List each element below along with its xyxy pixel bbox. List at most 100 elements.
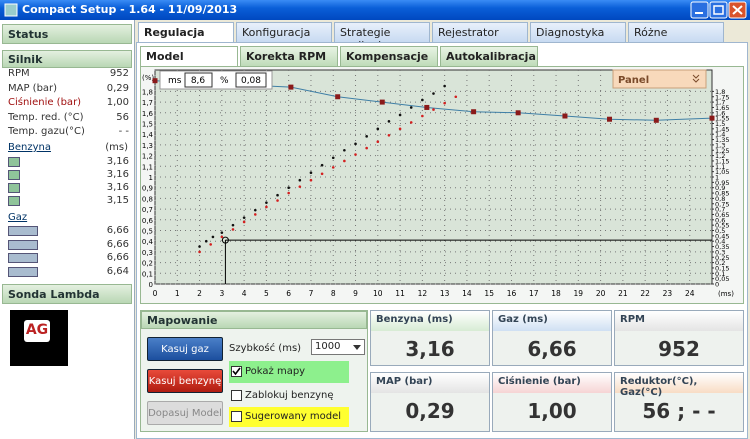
series-dot: [276, 193, 279, 197]
petrol-value: 3,15: [106, 195, 129, 206]
status-header[interactable]: Status: [2, 24, 132, 44]
y2-tick-label: 0,9: [715, 184, 725, 192]
series-dot: [276, 199, 279, 202]
checkbox[interactable]: [231, 390, 242, 401]
tile-label: Reduktor(°C), Gaz(°C): [615, 373, 743, 398]
window-controls[interactable]: [690, 1, 748, 19]
ms-box: [184, 72, 213, 88]
y2-tick-label: 0,95: [715, 179, 729, 187]
subtab[interactable]: Model: [140, 46, 238, 66]
suggested-option[interactable]: Sugerowany model: [229, 407, 349, 427]
y2-tick-label: 1,7: [715, 99, 725, 107]
series-marker: [288, 84, 294, 90]
show-maps-label: Pokaż mapy: [245, 366, 306, 377]
series-dot: [343, 159, 346, 163]
y2-tick-label: 0,8: [715, 195, 725, 203]
show-maps-option[interactable]: Pokaż mapy: [229, 361, 349, 383]
lock-petrol-option[interactable]: Zablokuj benzynę: [229, 386, 349, 406]
reset-petrol-button[interactable]: Kasuj benzynę: [147, 369, 223, 393]
y-tick-label: 1,7: [142, 99, 153, 107]
series-dot: [398, 113, 402, 117]
series-marker: [335, 94, 341, 100]
y2-tick-label: 0,65: [715, 211, 729, 219]
tab[interactable]: Strategie zasilania: [334, 22, 430, 52]
tab[interactable]: Regulacja: [138, 22, 234, 43]
x-tick-label: 11: [395, 289, 405, 298]
series-marker: [562, 113, 568, 119]
tile-label: MAP (bar): [371, 373, 489, 393]
checkbox-checked[interactable]: [231, 366, 242, 377]
tab[interactable]: Diagnostyka: [530, 22, 626, 43]
x-tick-label: 5: [264, 289, 269, 298]
series-dot: [231, 228, 235, 231]
param-label: RPM: [8, 68, 30, 79]
tile-label: RPM: [615, 311, 743, 331]
tab[interactable]: Różne: [628, 22, 724, 43]
sidebar: Status Silnik RPM 952 MAP (bar) 0,29 Ciśnien…: [0, 20, 135, 439]
y-tick-label: 0: [149, 281, 153, 289]
series-dot: [204, 239, 208, 243]
speed-select[interactable]: 1000: [311, 339, 365, 355]
x-tick-label: 15: [484, 289, 494, 298]
subtab[interactable]: Korekta RPM: [240, 46, 338, 66]
tab[interactable]: Konfiguracja: [236, 22, 332, 43]
value-tile: Benzyna (ms) 3,16: [370, 310, 490, 366]
speed-value: 1000: [315, 341, 341, 352]
x-tick-label: 0: [153, 289, 158, 298]
fit-model-button[interactable]: Dopasuj Model: [147, 401, 223, 425]
series-dot: [265, 201, 268, 204]
y2-tick-label: 0,05: [715, 275, 729, 283]
tile-value: 6,66: [527, 337, 577, 361]
param-label: Ciśnienie (bar): [8, 97, 82, 109]
x-tick-label: 24: [685, 289, 695, 298]
subtab[interactable]: Kompensacje: [340, 46, 438, 66]
reset-gas-button[interactable]: Kasuj gaz: [147, 337, 223, 361]
panel-dropdown[interactable]: Panel: [612, 69, 707, 89]
y2-tick-label: 1,45: [715, 125, 729, 133]
series-dot: [376, 140, 380, 143]
x-tick-label: 22: [640, 289, 650, 298]
series-marker: [424, 104, 430, 110]
y2-tick-label: 1,55: [715, 115, 729, 123]
panel-label: Panel: [618, 75, 649, 86]
param-label: Temp. gazu(°C): [8, 126, 85, 138]
x-tick-label: 17: [529, 289, 539, 298]
series-dot: [365, 135, 368, 138]
y-tick-label: 0,2: [142, 260, 153, 268]
y2-tick-label: 0,1: [715, 270, 725, 278]
petrol-value: 3,16: [106, 156, 129, 167]
series-dot: [298, 178, 302, 182]
param-label: Temp. red. (°C): [8, 111, 84, 123]
series-dot: [454, 95, 458, 99]
y2-tick-label: 1,2: [715, 152, 725, 160]
y-tick-label: 0,6: [142, 217, 154, 225]
y-tick-label: 0,4: [142, 238, 154, 246]
series-dot: [331, 166, 335, 169]
subtab[interactable]: Autokalibracja: [440, 46, 538, 66]
mapping-title: Mapowanie: [141, 311, 367, 329]
y2-tick-label: 0,6: [715, 216, 725, 224]
engine-header[interactable]: Silnik: [2, 50, 132, 68]
series-dot: [387, 120, 391, 123]
y-tick-label: 0,5: [142, 228, 153, 236]
param-value: 0,29: [106, 82, 129, 94]
chart-panel: 0 0,1 0,2 0,3 0,4 0,5 0,6 0,7 0,8 0,9 1 1,1 1,2 1,3 1,…: [140, 66, 744, 304]
y2-tick-label: 1,4: [715, 131, 725, 139]
x-tick-label: 21: [618, 289, 628, 298]
series-dot: [354, 153, 357, 156]
petrol-indicator: [8, 196, 20, 206]
x-tick-label: 2: [197, 289, 202, 298]
tile-label: Benzyna (ms): [371, 311, 489, 331]
series-dot: [409, 106, 413, 109]
series-dot: [421, 114, 424, 118]
tab[interactable]: Rejestrator: [432, 22, 528, 43]
lambda-header[interactable]: Sonda Lambda: [2, 284, 132, 304]
checkbox[interactable]: [231, 411, 242, 422]
x-tick-label: 20: [596, 289, 606, 298]
speed-label: Szybkość (ms): [229, 343, 302, 354]
logo: AG: [10, 310, 68, 366]
x-tick-label: 16: [507, 289, 517, 298]
title-bar: Compact Setup - 1.64 - 11/09/2013: [0, 0, 750, 20]
series-dot: [432, 108, 435, 111]
